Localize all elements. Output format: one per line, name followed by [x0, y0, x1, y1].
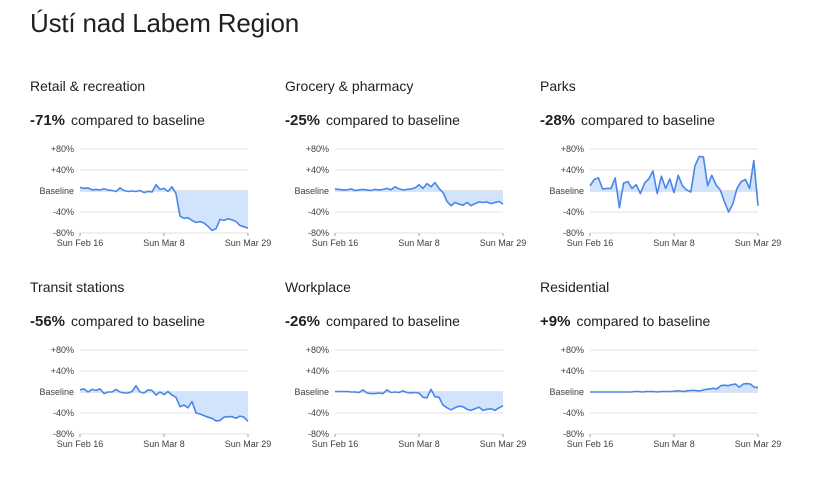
y-tick-label: -40%: [308, 408, 329, 418]
retail-recreation-chart: +80% +40% Baseline -40% -80%Sun Feb 16 Sun Ma…: [39, 144, 272, 248]
y-tick-label: +40%: [306, 165, 329, 175]
change-summary: -25% compared to baseline: [285, 111, 460, 130]
chart-title: Grocery & pharmacy: [285, 78, 414, 94]
series-line: [79, 183, 249, 232]
x-tick-label: Sun Mar 8: [143, 439, 185, 449]
change-percent: -71%: [30, 112, 66, 129]
y-tick-label: -40%: [53, 408, 74, 418]
chart-panel-grocery-pharmacy: Grocery & pharmacy -25% compared to basel…: [285, 77, 535, 277]
series-line: [79, 384, 249, 422]
chart-panel-residential: Residential +9% compared to baseline +80%…: [540, 278, 790, 478]
series-line: [590, 382, 758, 393]
compared-to-baseline-label: compared to baseline: [576, 313, 711, 329]
compared-to-baseline-label: compared to baseline: [581, 112, 715, 128]
change-summary: -56% compared to baseline: [30, 312, 205, 331]
change-summary: -28% compared to baseline: [540, 111, 715, 130]
change-summary: -26% compared to baseline: [285, 312, 460, 331]
series-line: [334, 181, 504, 207]
change-percent: -56%: [30, 313, 66, 330]
x-tick-label: Sun Feb 16: [567, 238, 614, 248]
y-tick-label: Baseline: [294, 186, 329, 196]
chart-title: Workplace: [285, 279, 351, 295]
y-tick-label: -80%: [53, 429, 74, 439]
y-tick-label: -80%: [308, 429, 329, 439]
x-tick-label: Sun Feb 16: [312, 439, 359, 449]
change-summary: -71% compared to baseline: [30, 111, 205, 130]
workplace-chart: +80% +40% Baseline -40% -80%Sun Feb 16 Sun Ma…: [294, 345, 527, 449]
series-line: [589, 155, 759, 213]
x-tick-label: Sun Mar 29: [735, 238, 782, 248]
y-tick-label: -40%: [53, 207, 74, 217]
y-tick-label: Baseline: [39, 387, 74, 397]
y-tick-label: +80%: [306, 345, 329, 355]
x-tick-label: Sun Mar 29: [480, 439, 527, 449]
chart-title: Residential: [540, 279, 610, 295]
transit-stations-chart: +80% +40% Baseline -40% -80%Sun Feb 16 Sun Ma…: [39, 345, 272, 449]
compared-to-baseline-label: compared to baseline: [71, 313, 205, 329]
chart-title: Parks: [540, 78, 576, 94]
y-tick-label: -40%: [563, 207, 584, 217]
x-tick-label: Sun Mar 29: [225, 439, 272, 449]
x-tick-label: Sun Mar 8: [653, 238, 695, 248]
parks-chart: +80% +40% Baseline -40% -80%Sun Feb 16 Sun Ma…: [549, 144, 782, 248]
y-tick-label: +80%: [561, 345, 584, 355]
x-tick-label: Sun Mar 29: [480, 238, 527, 248]
x-tick-label: Sun Feb 16: [312, 238, 359, 248]
series-area: [590, 383, 758, 392]
x-tick-label: Sun Mar 8: [653, 439, 695, 449]
series-area: [335, 389, 503, 411]
x-tick-label: Sun Feb 16: [57, 439, 104, 449]
chart-panel-workplace: Workplace -26% compared to baseline +80% +…: [285, 278, 535, 478]
change-percent: +9%: [540, 313, 571, 330]
y-tick-label: +80%: [306, 144, 329, 154]
residential-chart: +80% +40% Baseline -40% -80%Sun Feb 16 Sun Ma…: [549, 345, 782, 449]
page-title: Ústí nad Labem Region: [30, 8, 299, 38]
change-percent: -26%: [285, 313, 321, 330]
y-tick-label: +40%: [561, 165, 584, 175]
y-tick-label: -40%: [308, 207, 329, 217]
y-tick-label: Baseline: [549, 387, 584, 397]
chart-panel-retail-recreation: Retail & recreation -71% compared to base…: [30, 77, 280, 277]
x-tick-label: Sun Mar 29: [225, 238, 272, 248]
y-tick-label: -40%: [563, 408, 584, 418]
x-tick-label: Sun Mar 29: [735, 439, 782, 449]
y-tick-label: +80%: [51, 144, 74, 154]
chart-title: Transit stations: [30, 279, 125, 295]
chart-panel-parks: Parks -28% compared to baseline +80% +40% B…: [540, 77, 790, 277]
series-line: [335, 388, 504, 412]
y-tick-label: Baseline: [549, 186, 584, 196]
series-area: [80, 385, 248, 422]
y-tick-label: -80%: [563, 228, 584, 238]
x-tick-label: Sun Feb 16: [57, 238, 104, 248]
chart-panel-transit-stations: Transit stations -56% compared to baselin…: [30, 278, 280, 478]
y-tick-label: -80%: [308, 228, 329, 238]
y-tick-label: +40%: [51, 165, 74, 175]
grocery-pharmacy-chart: +80% +40% Baseline -40% -80%Sun Feb 16 Sun Ma…: [294, 144, 527, 248]
x-tick-label: Sun Mar 8: [398, 439, 440, 449]
compared-to-baseline-label: compared to baseline: [71, 112, 205, 128]
x-tick-label: Sun Feb 16: [567, 439, 614, 449]
y-tick-label: +40%: [306, 366, 329, 376]
y-tick-label: -80%: [563, 429, 584, 439]
y-tick-label: +80%: [51, 345, 74, 355]
compared-to-baseline-label: compared to baseline: [326, 112, 460, 128]
x-tick-label: Sun Mar 8: [143, 238, 185, 248]
compared-to-baseline-label: compared to baseline: [326, 313, 460, 329]
change-percent: -28%: [540, 112, 576, 129]
change-percent: -25%: [285, 112, 321, 129]
chart-title: Retail & recreation: [30, 78, 146, 94]
y-tick-label: Baseline: [294, 387, 329, 397]
series-area: [80, 184, 248, 231]
y-tick-label: -80%: [53, 228, 74, 238]
y-tick-label: +40%: [561, 366, 584, 376]
series-area: [335, 182, 503, 206]
x-tick-label: Sun Mar 8: [398, 238, 440, 248]
y-tick-label: Baseline: [39, 186, 74, 196]
change-summary: +9% compared to baseline: [540, 312, 710, 331]
y-tick-label: +80%: [561, 144, 584, 154]
y-tick-label: +40%: [51, 366, 74, 376]
